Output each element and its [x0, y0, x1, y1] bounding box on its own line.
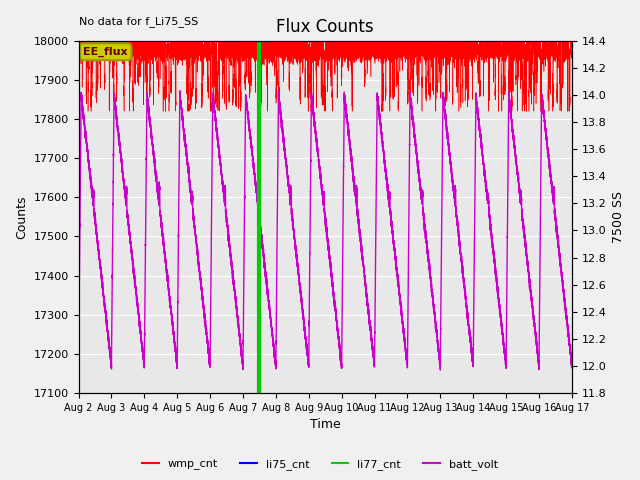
- Text: No data for f_Li75_SS: No data for f_Li75_SS: [79, 16, 198, 26]
- Y-axis label: 7500 SS: 7500 SS: [612, 191, 625, 243]
- X-axis label: Time: Time: [310, 419, 340, 432]
- Title: Flux Counts: Flux Counts: [276, 18, 374, 36]
- Text: EE_flux: EE_flux: [83, 47, 128, 57]
- Legend: wmp_cnt, li75_cnt, li77_cnt, batt_volt: wmp_cnt, li75_cnt, li77_cnt, batt_volt: [138, 455, 502, 474]
- Y-axis label: Counts: Counts: [15, 195, 28, 239]
